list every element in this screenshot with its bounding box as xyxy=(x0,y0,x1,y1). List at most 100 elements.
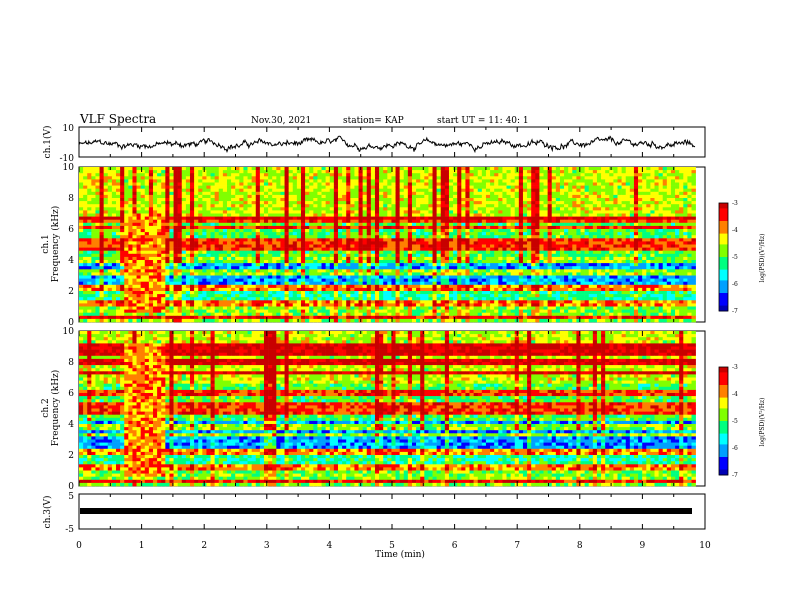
spectrogram-cell xyxy=(609,207,614,211)
spectrogram-cell xyxy=(79,263,84,267)
spectrogram-cell xyxy=(650,229,655,233)
spectrogram-cell xyxy=(617,260,622,264)
spectrogram-cell xyxy=(235,207,240,211)
spectrogram-cell xyxy=(613,219,618,224)
spectrogram-cell xyxy=(621,188,627,193)
spectrogram-cell xyxy=(531,222,536,227)
spectrogram-cell xyxy=(210,244,215,248)
spectrogram-cell xyxy=(411,247,417,251)
spectrogram-cell xyxy=(683,167,688,171)
spectrogram-cell xyxy=(453,201,458,205)
spectrogram-cell xyxy=(670,170,676,174)
spectrogram-cell xyxy=(292,176,298,180)
spectrogram-cell xyxy=(605,219,610,224)
spectrogram-cell xyxy=(527,182,532,186)
spectrogram-cell xyxy=(679,247,684,251)
spectrogram-cell xyxy=(272,247,277,251)
spectrogram-cell xyxy=(592,210,598,214)
spectrogram-cell xyxy=(247,179,252,183)
spectrogram-cell xyxy=(605,250,610,255)
spectrogram-cell xyxy=(231,170,236,174)
spectrogram-cell xyxy=(531,238,536,242)
spectrogram-cell xyxy=(251,207,257,211)
spectrogram-cell xyxy=(181,191,187,196)
spectrogram-cell xyxy=(424,266,429,270)
spectrogram-cell xyxy=(457,219,462,224)
spectrogram-cell xyxy=(531,241,536,245)
spectrogram-cell xyxy=(263,173,269,177)
spectrogram-cell xyxy=(502,263,507,267)
spectrogram-cell xyxy=(473,194,479,199)
spectrogram-cell xyxy=(564,188,569,193)
spectrogram-cell xyxy=(337,201,343,205)
spectrogram-cell xyxy=(555,266,561,270)
spectrogram-cell xyxy=(638,194,643,199)
spectrogram-cell xyxy=(124,185,129,189)
spectrogram-cell xyxy=(605,201,610,205)
spectrogram-cell xyxy=(411,213,417,217)
spectrogram-cell xyxy=(370,173,376,177)
spectrogram-cell xyxy=(309,244,314,248)
spectrogram-cell xyxy=(596,167,602,171)
spectrogram-cell xyxy=(522,194,528,199)
spectrogram-cell xyxy=(613,188,618,193)
spectrogram-cell xyxy=(185,213,191,217)
spectrogram-cell xyxy=(650,232,655,236)
spectrogram-cell xyxy=(370,191,376,196)
spectrogram-cell xyxy=(691,256,696,261)
spectrogram-cell xyxy=(268,260,273,264)
spectrogram-cell xyxy=(477,216,483,220)
spectrogram-cell xyxy=(280,244,285,248)
spectrogram-cell xyxy=(605,185,610,189)
spectrogram-cell xyxy=(387,229,392,233)
spectrogram-cell xyxy=(592,235,598,239)
spectrogram-cell xyxy=(379,266,384,270)
spectrogram-cell xyxy=(658,182,664,186)
spectrogram-cell xyxy=(601,167,606,171)
spectrogram-cell xyxy=(79,207,84,211)
spectrogram-cell xyxy=(284,250,289,255)
spectrogram-cell xyxy=(128,232,133,236)
spectrogram-cell xyxy=(531,213,536,217)
spectrogram-cell xyxy=(194,266,199,270)
spectrogram-cell xyxy=(169,256,174,261)
spectrogram-cell xyxy=(354,194,359,199)
spectrogram-cell xyxy=(383,185,388,189)
spectrogram-cell xyxy=(564,207,569,211)
spectrogram-cell xyxy=(366,210,372,214)
spectrogram-cell xyxy=(670,244,676,248)
spectrogram-cell xyxy=(432,247,437,251)
spectrogram-cell xyxy=(424,198,429,202)
spectrogram-cell xyxy=(535,244,540,248)
spectrogram-cell xyxy=(387,256,392,261)
spectrogram-cell xyxy=(621,222,627,227)
spectrogram-cell xyxy=(284,179,289,183)
spectrogram-cell xyxy=(490,225,495,230)
spectrogram-cell xyxy=(379,210,384,214)
spectrogram-cell xyxy=(194,250,199,255)
spectrogram-cell xyxy=(370,213,376,217)
spectrogram-cell xyxy=(584,250,590,255)
spectrogram-cell xyxy=(148,194,154,199)
spectrogram-cell xyxy=(288,238,294,242)
spectrogram-cell xyxy=(461,222,466,227)
spectrogram-cell xyxy=(329,198,335,202)
spectrogram-cell xyxy=(350,216,355,220)
spectrogram-cell xyxy=(235,235,240,239)
spectrogram-cell xyxy=(136,244,141,248)
spectrogram-cell xyxy=(350,207,355,211)
spectrogram-cell xyxy=(337,229,343,233)
spectrogram-cell xyxy=(473,216,479,220)
spectrogram-cell xyxy=(259,176,265,180)
spectrogram-cell xyxy=(576,241,581,245)
spectrogram-cell xyxy=(116,235,121,239)
spectrogram-cell xyxy=(662,204,668,208)
spectrogram-cell xyxy=(448,198,454,202)
spectrogram-cell xyxy=(473,219,479,224)
spectrogram-cell xyxy=(95,191,100,196)
spectrogram-cell xyxy=(621,232,627,236)
spectrogram-cell xyxy=(691,235,696,239)
spectrogram-cell xyxy=(321,256,326,261)
spectrogram-cell xyxy=(662,188,668,193)
spectrogram-cell xyxy=(555,216,561,220)
